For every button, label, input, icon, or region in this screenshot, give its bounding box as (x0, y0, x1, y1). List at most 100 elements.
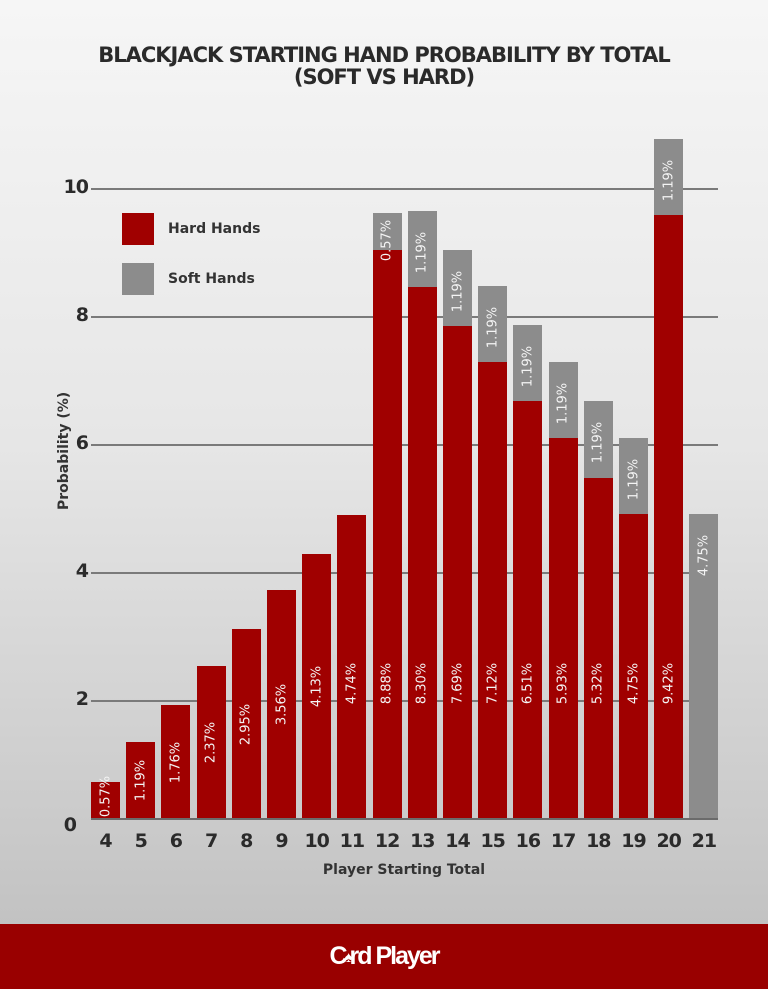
bar-21: 4.75% (689, 514, 719, 818)
legend-label-hard: Hard Hands (168, 221, 261, 237)
data-label: 7.69% (450, 662, 465, 705)
x-tick-18: 18 (586, 830, 611, 852)
x-tick-21: 21 (691, 830, 717, 852)
gridline-2 (91, 700, 718, 702)
bar-segment-soft-17: 1.19% (548, 362, 578, 439)
data-label: 4.75% (626, 662, 641, 705)
plot-area: Probability (%) Player Starting Total Ha… (56, 138, 719, 878)
y-tick-4: 4 (75, 560, 89, 582)
bar-segment-hard-9: 3.56% (267, 590, 296, 818)
data-label: 4.75% (696, 534, 712, 577)
gridline-10 (91, 188, 718, 190)
bar-8: 2.95% (231, 629, 261, 818)
x-tick-12: 12 (374, 830, 400, 852)
bar-segment-soft-15: 1.19% (478, 286, 508, 363)
y-tick-2: 2 (75, 688, 89, 710)
bar-13: 8.30% 1.19% (407, 210, 437, 818)
x-axis-label: Player Starting Total (322, 862, 486, 878)
data-label: 6.51% (520, 662, 536, 705)
data-label: 5.32% (590, 662, 606, 705)
cardplayer-logo: C ♠ rd Player (329, 942, 441, 971)
data-label: 4.74% (344, 662, 360, 705)
chart-title: BLACKJACK STARTING HAND PROBABILITY BY T… (0, 44, 768, 88)
legend-item-hard: Hard Hands (122, 213, 260, 245)
x-tick-15: 15 (480, 830, 505, 852)
bar-segment-hard-10: 4.13% (302, 553, 332, 818)
data-label: 8.30% (414, 662, 430, 705)
x-tick-20: 20 (656, 830, 681, 852)
bar-10: 4.13% (302, 553, 332, 818)
bar-segment-soft-16: 1.19% (513, 325, 543, 402)
bar-12: 8.88% 0.57% (372, 213, 402, 818)
gridline-8 (91, 316, 718, 318)
bar-segment-hard-12: 8.88% (372, 249, 402, 818)
bar-14: 7.69% 1.19% (443, 249, 472, 818)
legend-item-soft: Soft Hands (122, 263, 255, 295)
bar-segment-hard-6: 1.76% (161, 705, 191, 818)
bar-segment-soft-20: 1.19% (654, 138, 684, 216)
bar-segment-hard-19: 4.75% (619, 513, 648, 818)
y-tick-0: 0 (63, 814, 77, 836)
bar-5: 1.19% (126, 741, 156, 818)
data-label: 1.19% (626, 458, 641, 500)
bar-15: 7.12% 1.19% (478, 286, 508, 818)
x-tick-19: 19 (621, 830, 646, 852)
x-tick-4: 4 (99, 830, 112, 852)
x-tick-8: 8 (240, 830, 253, 852)
bar-9: 3.56% (267, 590, 296, 818)
x-tick-16: 16 (515, 830, 541, 852)
logo-text-end: rd Player (349, 942, 441, 970)
bar-segment-hard-16: 6.51% (513, 401, 543, 818)
x-tick-17: 17 (550, 830, 576, 852)
legend-label-soft: Soft Hands (168, 271, 255, 287)
bar-segment-soft-13: 1.19% (407, 210, 437, 287)
bar-segment-hard-13: 8.30% (407, 286, 437, 818)
data-label: 3.56% (274, 683, 289, 726)
data-label: 1.19% (661, 159, 677, 202)
gridline-4 (91, 572, 718, 574)
bar-segment-hard-5: 1.19% (126, 741, 156, 818)
bar-segment-soft-12: 0.57% (372, 213, 402, 261)
y-tick-6: 6 (75, 432, 89, 454)
data-label: 1.19% (590, 422, 606, 464)
x-tick-9: 9 (275, 830, 288, 852)
data-label: 9.42% (661, 662, 677, 705)
x-tick-7: 7 (204, 830, 218, 852)
bar-20: 9.42% 1.19% (654, 138, 684, 818)
bar-segment-hard-15: 7.12% (478, 362, 508, 818)
data-label: 2.37% (203, 722, 219, 764)
data-label: 1.19% (414, 231, 430, 273)
bar-segment-hard-17: 5.93% (548, 438, 578, 818)
data-label: 5.93% (555, 662, 571, 705)
data-label: 1.19% (450, 270, 465, 312)
bar-segment-soft-21: 4.75% (689, 514, 719, 818)
y-tick-10: 10 (63, 176, 89, 198)
bar-18: 5.32% 1.19% (583, 401, 613, 818)
bar-segment-hard-20: 9.42% (654, 215, 684, 818)
legend-swatch-hard (122, 213, 154, 245)
data-label: 0.57% (98, 775, 113, 817)
bar-11: 4.74% (337, 514, 367, 818)
bar-6: 1.76% (161, 705, 191, 818)
data-label: 1.19% (133, 759, 149, 802)
gridline-6 (91, 444, 718, 446)
chart-title-line2: (SOFT VS HARD) (293, 65, 475, 89)
data-label: 8.88% (379, 662, 395, 705)
x-axis-baseline (91, 818, 718, 820)
bar-segment-hard-4: 0.57% (91, 776, 120, 818)
bar-segment-soft-19: 1.19% (619, 437, 648, 514)
x-tick-13: 13 (410, 830, 435, 852)
x-tick-11: 11 (339, 830, 365, 852)
data-label: 1.19% (520, 346, 536, 388)
spade-icon: ♠ (344, 949, 353, 966)
data-label: 1.19% (485, 307, 501, 349)
x-tick-5: 5 (134, 830, 148, 852)
data-label: 1.19% (555, 383, 571, 425)
bar-segment-hard-8: 2.95% (231, 629, 261, 818)
bar-segment-soft-18: 1.19% (583, 401, 613, 478)
data-label: 1.76% (168, 741, 184, 783)
chart-title-line1: BLACKJACK STARTING HAND PROBABILITY BY T… (98, 43, 671, 67)
bar-segment-hard-11: 4.74% (337, 514, 367, 818)
footer-banner: C ♠ rd Player (0, 924, 768, 989)
x-tick-10: 10 (304, 830, 329, 852)
